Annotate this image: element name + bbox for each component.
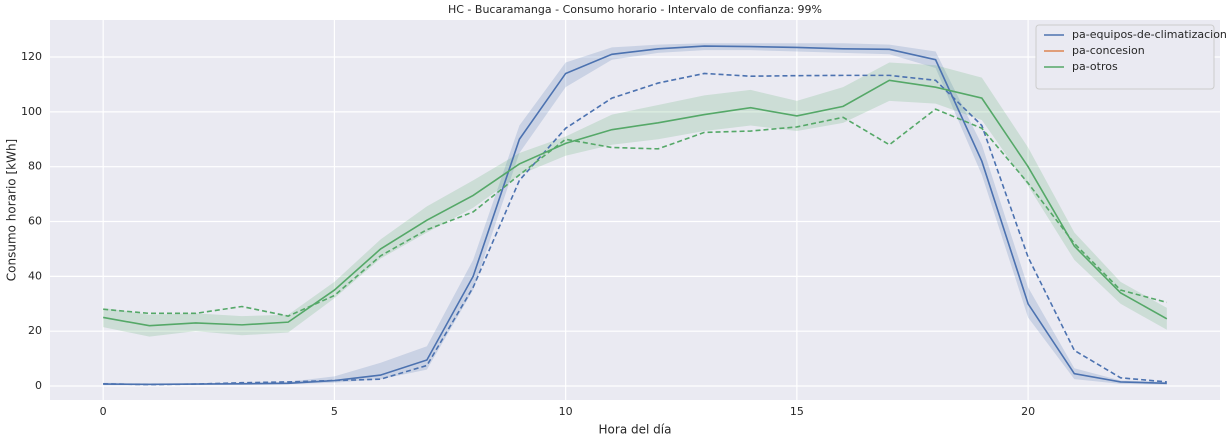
- legend-label: pa-concesion: [1072, 44, 1145, 57]
- legend-label: pa-equipos-de-climatizacion: [1072, 28, 1227, 41]
- x-axis-label: Hora del día: [599, 423, 672, 437]
- x-tick-label: 0: [100, 405, 107, 418]
- line: [103, 79, 1168, 327]
- dashed-line: [103, 108, 1168, 317]
- x-tick-label: 15: [790, 405, 804, 418]
- line: [103, 45, 1167, 386]
- legend: pa-equipos-de-climatizacion pa-concesion p…: [1035, 24, 1227, 90]
- x-tick-label: 20: [1021, 405, 1035, 418]
- dashed-line: [103, 72, 1167, 386]
- y-axis-label: Consumo horario [kWh]: [5, 139, 19, 281]
- chart-title: HC - Bucaramanga - Consumo horario - Int…: [448, 3, 822, 16]
- confidence-band: [103, 43, 1167, 386]
- y-tick-label: 100: [21, 105, 42, 118]
- y-tick-label: 0: [35, 379, 42, 392]
- y-tick-label: 80: [28, 160, 42, 173]
- legend-label: pa-otros: [1072, 60, 1118, 73]
- y-tick-label: 60: [28, 215, 42, 228]
- y-tick-label: 120: [21, 50, 42, 63]
- plot-area: [50, 20, 1220, 400]
- confidence-band: [103, 62, 1167, 337]
- x-tick-label: 5: [331, 405, 338, 418]
- y-tick-label: 40: [28, 269, 42, 282]
- legend-box: [1035, 24, 1215, 90]
- x-tick-label: 10: [559, 405, 573, 418]
- y-tick-label: 20: [28, 324, 42, 337]
